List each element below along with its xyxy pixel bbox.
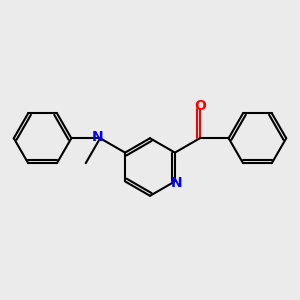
Text: N: N — [171, 176, 183, 190]
Text: N: N — [92, 130, 104, 144]
Text: O: O — [194, 99, 206, 113]
